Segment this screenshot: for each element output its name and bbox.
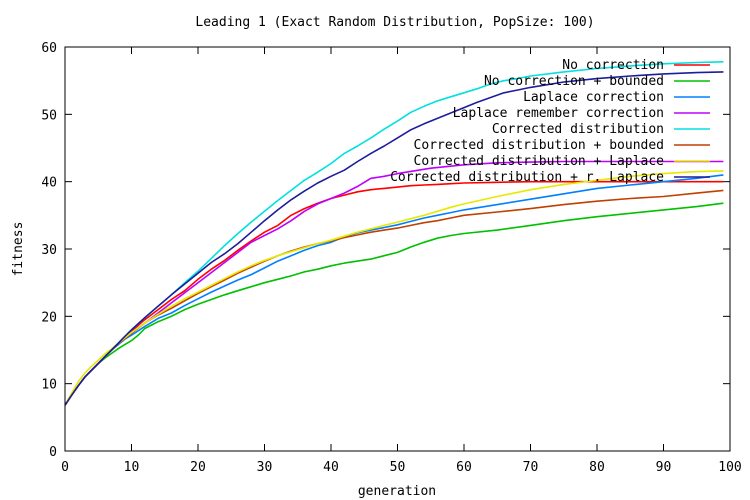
y-axis-label: fitness bbox=[11, 222, 26, 277]
series-line-no-correction-bounded bbox=[65, 202, 724, 406]
y-tick-label: 10 bbox=[41, 378, 57, 393]
series-line-laplace-correction bbox=[65, 174, 724, 406]
x-tick-label: 40 bbox=[323, 460, 339, 475]
legend-label-laplace-correction: Laplace correction bbox=[523, 90, 664, 105]
legend-label-laplace-remember-correction: Laplace remember correction bbox=[453, 106, 664, 121]
legend-label-corrected-distribution-r-laplace: Corrected distribution + r. Laplace bbox=[390, 170, 664, 185]
series-layer bbox=[65, 61, 724, 406]
x-tick-label: 0 bbox=[61, 460, 69, 475]
y-tick-label: 40 bbox=[41, 176, 57, 191]
legend-label-no-correction: No correction bbox=[562, 58, 664, 73]
x-tick-label: 90 bbox=[656, 460, 672, 475]
series-line-corrected-distribution-r-laplace bbox=[65, 71, 724, 406]
legend-label-no-correction-bounded: No correction + bounded bbox=[484, 74, 664, 89]
y-tick-label: 50 bbox=[41, 108, 57, 123]
y-tick-label: 60 bbox=[41, 41, 57, 56]
x-axis-label: generation bbox=[358, 484, 436, 499]
chart-title: Leading 1 (Exact Random Distribution, Po… bbox=[195, 15, 594, 30]
legend-label-corrected-distribution: Corrected distribution bbox=[492, 122, 664, 137]
series-line-no-correction bbox=[65, 180, 724, 406]
axis-ticks: 0 10 20 30 40 50 60 70 80 90 100 0 10 20 30 40 50 60 bbox=[41, 41, 741, 475]
x-tick-label: 10 bbox=[124, 460, 140, 475]
legend-label-corrected-distribution-laplace: Corrected distribution + Laplace bbox=[414, 154, 665, 169]
legend-label-corrected-distribution-bounded: Corrected distribution + bounded bbox=[414, 138, 664, 153]
series-line-corrected-distribution-laplace bbox=[65, 170, 724, 406]
x-tick-label: 70 bbox=[523, 460, 539, 475]
y-tick-label: 0 bbox=[49, 445, 57, 460]
x-tick-label: 80 bbox=[589, 460, 605, 475]
x-tick-label: 50 bbox=[390, 460, 406, 475]
y-tick-label: 20 bbox=[41, 310, 57, 325]
x-tick-label: 30 bbox=[257, 460, 273, 475]
series-line-laplace-remember-correction bbox=[65, 160, 724, 406]
x-tick-label: 20 bbox=[190, 460, 206, 475]
y-tick-label: 30 bbox=[41, 243, 57, 258]
plot-area-border bbox=[64, 46, 731, 452]
x-tick-label: 100 bbox=[718, 460, 741, 475]
x-tick-label: 60 bbox=[456, 460, 472, 475]
